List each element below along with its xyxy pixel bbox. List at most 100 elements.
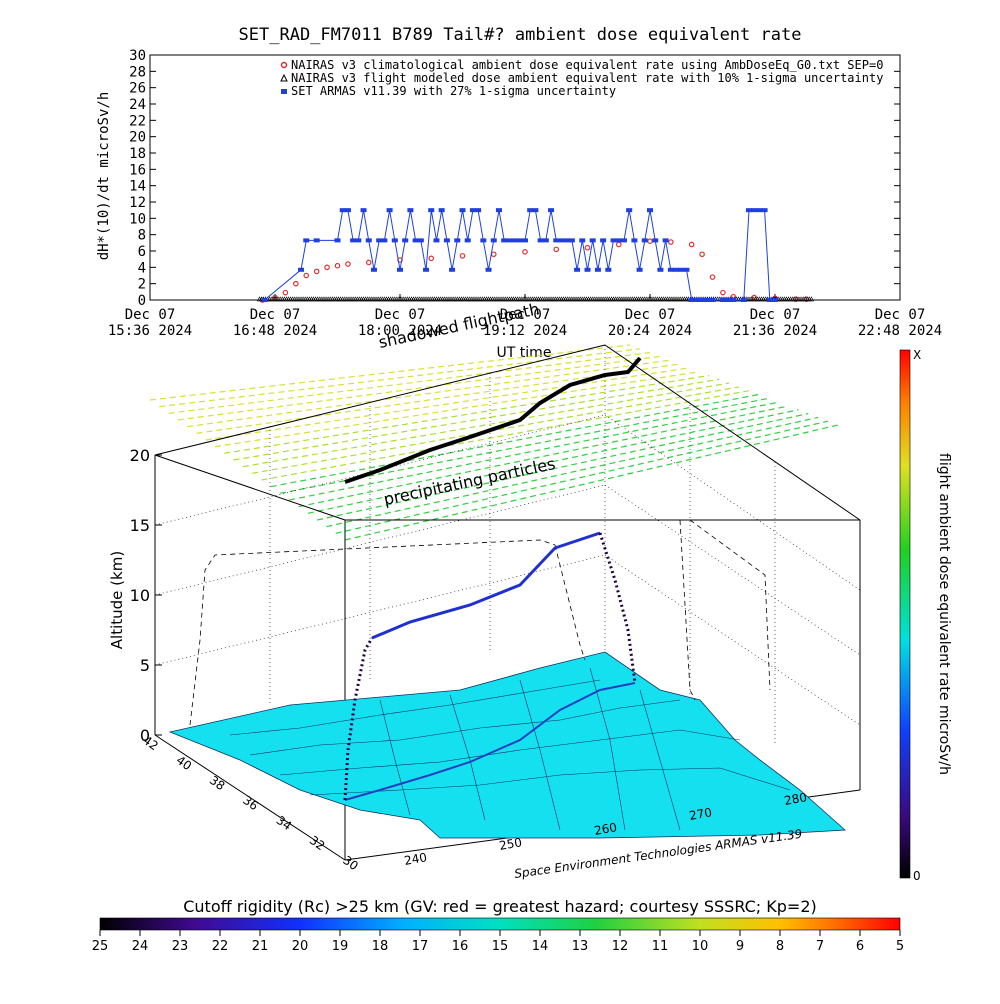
series-point-armas bbox=[772, 298, 778, 302]
box-grid bbox=[154, 345, 861, 745]
colorbar-bottom-label: 0 bbox=[913, 869, 921, 883]
x-tick-label-date: Dec 07 bbox=[625, 307, 676, 323]
series-point-armas bbox=[730, 298, 737, 302]
series-point-armas bbox=[662, 238, 669, 243]
series-point-armas bbox=[490, 238, 497, 243]
series-point-nairas-climatological bbox=[313, 268, 320, 275]
cutoff-tick-label: 19 bbox=[332, 939, 349, 954]
series-point-armas bbox=[506, 238, 513, 243]
series-point-nairas-climatological bbox=[334, 262, 341, 269]
series-point-armas bbox=[667, 267, 674, 272]
dose-field-row bbox=[344, 424, 839, 541]
series-point-armas bbox=[298, 267, 305, 272]
series-point-nairas-climatological bbox=[553, 246, 560, 253]
x-tick-label-date: Dec 07 bbox=[500, 307, 551, 323]
legend-circle-icon bbox=[280, 61, 288, 69]
altitude-tick-label: 10 bbox=[130, 586, 150, 605]
series-point-armas bbox=[631, 238, 638, 243]
altitude-tick-label: 20 bbox=[130, 446, 150, 465]
dose-field-row bbox=[335, 420, 829, 534]
series-point-armas bbox=[397, 267, 403, 272]
series-point-nairas-climatological bbox=[459, 253, 466, 259]
series-point-nairas-climatological bbox=[324, 264, 330, 271]
series-point-armas bbox=[594, 267, 601, 272]
x-tick-label-time: 15:36 2024 bbox=[108, 323, 192, 339]
series-point-armas bbox=[381, 238, 388, 243]
series-point-armas bbox=[652, 238, 659, 243]
x-tick-label-time: 20:24 2024 bbox=[608, 323, 692, 339]
cutoff-tick-label: 18 bbox=[372, 939, 389, 954]
series-point-armas bbox=[766, 298, 773, 302]
series-point-armas bbox=[386, 208, 393, 213]
series-point-armas bbox=[376, 238, 383, 243]
series-point-armas bbox=[485, 267, 492, 272]
x-tick-label-time: 19:12 2024 bbox=[483, 323, 567, 339]
cutoff-tick-label: 24 bbox=[132, 939, 149, 954]
series-point-nairas-climatological bbox=[365, 259, 372, 266]
longitude-tick-label: 250 bbox=[498, 835, 523, 853]
cutoff-tick-label: 5 bbox=[896, 939, 904, 954]
series-point-armas bbox=[469, 208, 476, 213]
series-point-armas bbox=[673, 267, 680, 272]
dose-field-row bbox=[261, 390, 749, 481]
series-point-armas bbox=[412, 238, 419, 243]
series-point-armas bbox=[511, 238, 518, 243]
series-point-nairas-climatological bbox=[584, 244, 591, 251]
series-point-armas bbox=[339, 208, 346, 213]
series-line-armas bbox=[264, 209, 775, 301]
series-point-armas bbox=[688, 298, 695, 302]
cutoff-tick-label: 13 bbox=[572, 939, 589, 954]
altitude-tick-label: 5 bbox=[140, 656, 150, 675]
chart-title: SET_RAD_FM7011 B789 Tail#? ambient dose … bbox=[239, 25, 802, 45]
series-point-armas bbox=[709, 298, 716, 302]
cutoff-tick-label: 20 bbox=[292, 939, 309, 954]
series-layer bbox=[256, 208, 814, 303]
series-point-armas bbox=[407, 208, 414, 213]
longitude-tick-label: 280 bbox=[783, 790, 808, 808]
series-point-armas bbox=[402, 238, 409, 243]
series-point-armas bbox=[454, 238, 461, 243]
series-point-armas bbox=[303, 238, 310, 243]
series-point-armas bbox=[261, 298, 268, 302]
cutoff-tick-label: 15 bbox=[492, 939, 509, 954]
legend-label-nairas-flight: NAIRAS v3 flight modeled dose ambient eq… bbox=[291, 71, 883, 85]
series-point-armas bbox=[740, 298, 747, 302]
series-point-nairas-flight bbox=[808, 296, 814, 302]
series-point-armas bbox=[756, 208, 763, 213]
x-tick-label-date: Dec 07 bbox=[125, 307, 176, 323]
legend-label-armas: SET ARMAS v11.39 with 27% 1-sigma uncert… bbox=[291, 84, 616, 98]
series-point-nairas-climatological bbox=[490, 251, 497, 258]
series-point-armas bbox=[725, 298, 732, 302]
series-point-armas bbox=[641, 238, 648, 243]
dose-field-row bbox=[214, 371, 700, 448]
y-tick-label: 30 bbox=[129, 48, 146, 64]
series-point-armas bbox=[553, 238, 560, 243]
dose-field-row bbox=[224, 374, 710, 454]
dose-field-row bbox=[298, 405, 789, 508]
dose-field-row bbox=[317, 412, 809, 521]
latitude-tick-label: 38 bbox=[207, 773, 228, 793]
series-point-armas bbox=[548, 208, 555, 213]
dose-field-row bbox=[289, 401, 779, 501]
y-tick-label: 16 bbox=[129, 162, 146, 178]
legend-triangle-icon bbox=[280, 73, 288, 82]
x-axis-label: UT time bbox=[497, 345, 552, 361]
dose-field-row bbox=[177, 355, 660, 421]
series-point-armas bbox=[344, 208, 351, 213]
series-point-armas bbox=[495, 208, 502, 213]
series-point-armas bbox=[657, 267, 664, 272]
ground-track bbox=[344, 682, 636, 801]
series-point-nairas-climatological bbox=[647, 238, 653, 245]
series-point-armas bbox=[605, 267, 612, 272]
y-tick-label: 14 bbox=[129, 179, 146, 195]
series-point-armas bbox=[475, 208, 482, 213]
series-point-armas bbox=[600, 238, 607, 243]
colorbar-top-label: X bbox=[913, 348, 921, 362]
y-tick-label: 18 bbox=[129, 146, 146, 162]
altitude-ticks: 0 5 10 15 20 bbox=[130, 446, 162, 745]
cutoff-tick-label: 11 bbox=[652, 939, 669, 954]
